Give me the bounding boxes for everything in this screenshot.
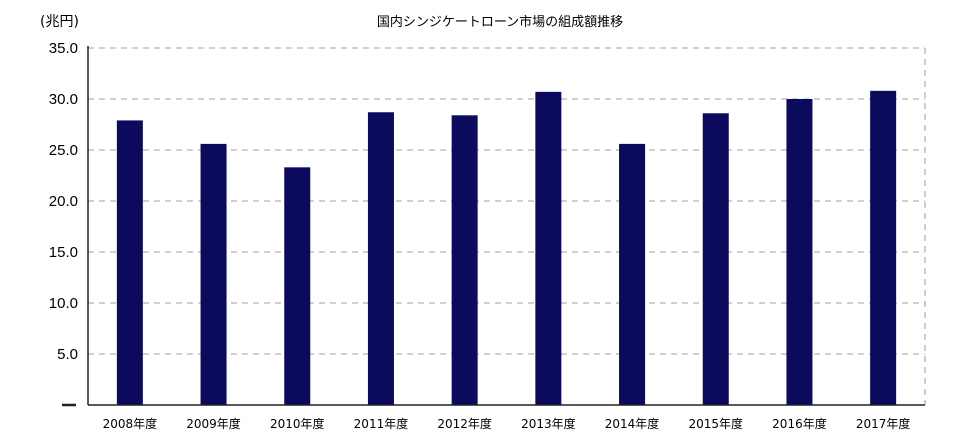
x-tick-label: 2008年度: [103, 416, 158, 431]
y-tick-label: 35.0: [49, 40, 78, 57]
x-tick-label: 2014年度: [605, 416, 660, 431]
bar: [535, 91, 562, 406]
bar: [451, 115, 478, 405]
y-tick-label: 10.0: [49, 295, 78, 312]
y-tick-label: 25.0: [49, 142, 78, 159]
bars: [116, 90, 897, 406]
x-tick-label: 2010年度: [270, 416, 325, 431]
gridlines: [88, 47, 926, 405]
x-tick-label: 2009年度: [186, 416, 241, 431]
bar: [367, 112, 394, 405]
x-tick-label: 2013年度: [521, 416, 576, 431]
y-tick-label: 30.0: [49, 91, 78, 108]
y-tick-label: 15.0: [49, 244, 78, 261]
x-tick-label: 2016年度: [772, 416, 827, 431]
x-tick-label: 2011年度: [354, 416, 409, 431]
bar: [786, 99, 813, 405]
axes: [62, 46, 925, 407]
y-tick-labels: 5.0 10.0 15.0 20.0 25.0 30.0 35.0: [49, 40, 78, 363]
x-tick-label: 2017年度: [856, 416, 911, 431]
y-tick-label: 5.0: [57, 346, 78, 363]
bar: [619, 143, 646, 405]
y-axis-unit-label: (兆円): [40, 14, 79, 30]
bar: [116, 120, 143, 406]
chart-title: 国内シンジケートローン市場の組成額推移: [377, 14, 623, 30]
x-tick-labels: 2008年度 2009年度 2010年度 2011年度 2012年度 2013年度 2014…: [103, 416, 911, 431]
bar: [200, 143, 227, 405]
x-tick-label: 2015年度: [688, 416, 743, 431]
bar: [702, 113, 729, 405]
y-tick-label: 20.0: [49, 193, 78, 210]
bar: [284, 167, 311, 405]
bar: [870, 90, 897, 405]
x-tick-label: 2012年度: [437, 416, 492, 431]
